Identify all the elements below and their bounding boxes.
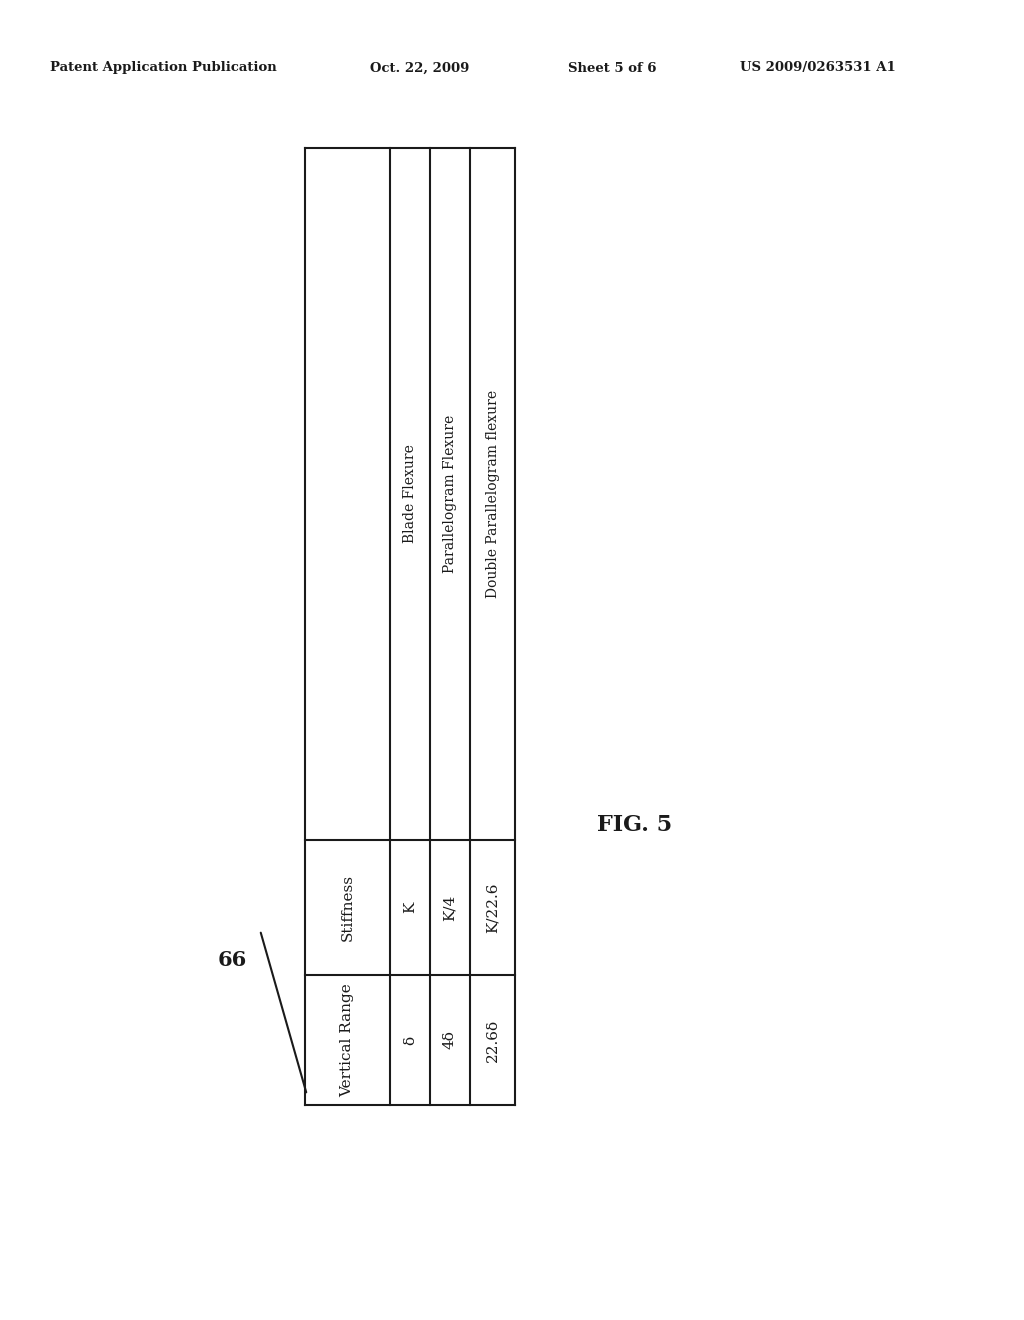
Text: Oct. 22, 2009: Oct. 22, 2009 [370,62,469,74]
Text: 22.6δ: 22.6δ [485,1019,500,1061]
Text: K/22.6: K/22.6 [485,882,500,933]
Text: 4δ: 4δ [443,1031,457,1049]
Text: Patent Application Publication: Patent Application Publication [50,62,276,74]
Text: FIG. 5: FIG. 5 [597,814,673,836]
Text: Double Parallelogram flexure: Double Parallelogram flexure [485,389,500,598]
Text: Vertical Range: Vertical Range [341,983,354,1097]
Text: Parallelogram Flexure: Parallelogram Flexure [443,414,457,573]
Text: δ: δ [403,1035,417,1044]
Text: Blade Flexure: Blade Flexure [403,445,417,544]
Text: Stiffness: Stiffness [341,874,354,941]
Text: K: K [403,902,417,913]
Text: K/4: K/4 [443,895,457,920]
Text: Sheet 5 of 6: Sheet 5 of 6 [568,62,656,74]
Text: 66: 66 [217,950,247,970]
Text: US 2009/0263531 A1: US 2009/0263531 A1 [740,62,896,74]
